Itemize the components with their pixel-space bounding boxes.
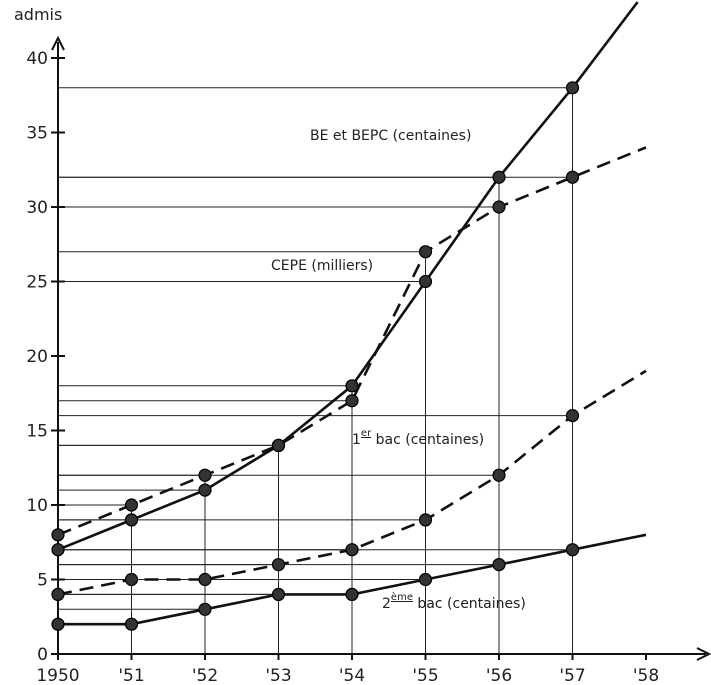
data-point: [565, 170, 580, 184]
bac2-number: 2: [382, 596, 391, 612]
y-tick-label: 20: [26, 347, 48, 367]
bac1-superscript: er: [361, 428, 372, 439]
data-point: [345, 379, 359, 393]
data-point: [492, 200, 506, 214]
data-point: [198, 572, 212, 587]
axes: admis: [14, 5, 711, 661]
y-tick-label: 30: [26, 198, 48, 218]
data-point: [345, 587, 359, 602]
data-point: [124, 498, 139, 512]
bac2-text: bac (centaines): [413, 596, 526, 612]
y-tick-label: 5: [37, 571, 48, 591]
data-point: [565, 543, 580, 557]
x-tick-label: '57: [559, 666, 585, 685]
x-tick-label: '51: [118, 666, 144, 685]
x-tick-label: '56: [486, 666, 512, 685]
data-point: [51, 587, 65, 602]
series-line-1: [57, 1, 639, 551]
series-label-bac2: 2ème bac (centaines): [382, 591, 526, 612]
data-point: [124, 617, 139, 631]
series-label-be-bepc: BE et BEPC (centaines): [310, 128, 471, 144]
y-tick-label: 40: [26, 49, 48, 69]
data-point: [124, 513, 139, 527]
data-point: [271, 587, 286, 602]
series-label-bac1: 1er bac (centaines): [352, 428, 484, 448]
data-point: [345, 543, 359, 557]
x-tick-label: '52: [192, 666, 218, 685]
y-tick-label: 35: [26, 124, 48, 144]
data-point: [418, 572, 433, 587]
bac2-superscript: ème: [391, 591, 413, 603]
x-tick-label: '54: [339, 666, 365, 685]
data-point: [565, 81, 580, 95]
data-point: [51, 543, 65, 557]
data-point: [565, 409, 580, 423]
x-tick-label: '55: [412, 666, 438, 685]
bac1-text: bac (centaines): [371, 432, 484, 448]
x-tick-label: '58: [633, 666, 659, 685]
data-point: [271, 438, 286, 452]
y-tick-label: 25: [26, 273, 48, 293]
data-point: [492, 468, 506, 482]
points-group: [51, 81, 580, 631]
data-point: [51, 528, 65, 542]
data-point: [198, 483, 212, 497]
series-labels: BE et BEPC (centaines) CEPE (milliers) 1…: [271, 128, 526, 612]
data-point: [51, 617, 65, 631]
series-line-2: [57, 146, 647, 537]
data-point: [124, 572, 139, 587]
axis-ticks: 0 5 10 15 20 25 30 35 40 1950 '51 '52 '53 '54 '55 '56 '5…: [26, 49, 659, 685]
data-point: [198, 602, 212, 616]
data-point: [492, 170, 506, 184]
data-point: [345, 394, 359, 408]
y-tick-label: 15: [26, 422, 48, 442]
series-label-cepe: CEPE (milliers): [271, 258, 373, 274]
data-point: [492, 557, 506, 572]
x-tick-label: '53: [265, 666, 291, 685]
data-point: [418, 245, 433, 259]
x-tick-label: 1950: [36, 666, 79, 685]
data-point: [418, 274, 433, 289]
data-point: [198, 468, 212, 482]
y-tick-label: 0: [37, 645, 48, 665]
y-axis-arrow: [51, 35, 65, 51]
y-tick-label: 10: [26, 496, 48, 516]
y-axis-title: admis: [14, 5, 62, 24]
x-axis-arrow: [696, 647, 711, 661]
bac1-number: 1: [352, 432, 361, 448]
data-point: [271, 557, 286, 572]
data-point: [418, 513, 433, 527]
